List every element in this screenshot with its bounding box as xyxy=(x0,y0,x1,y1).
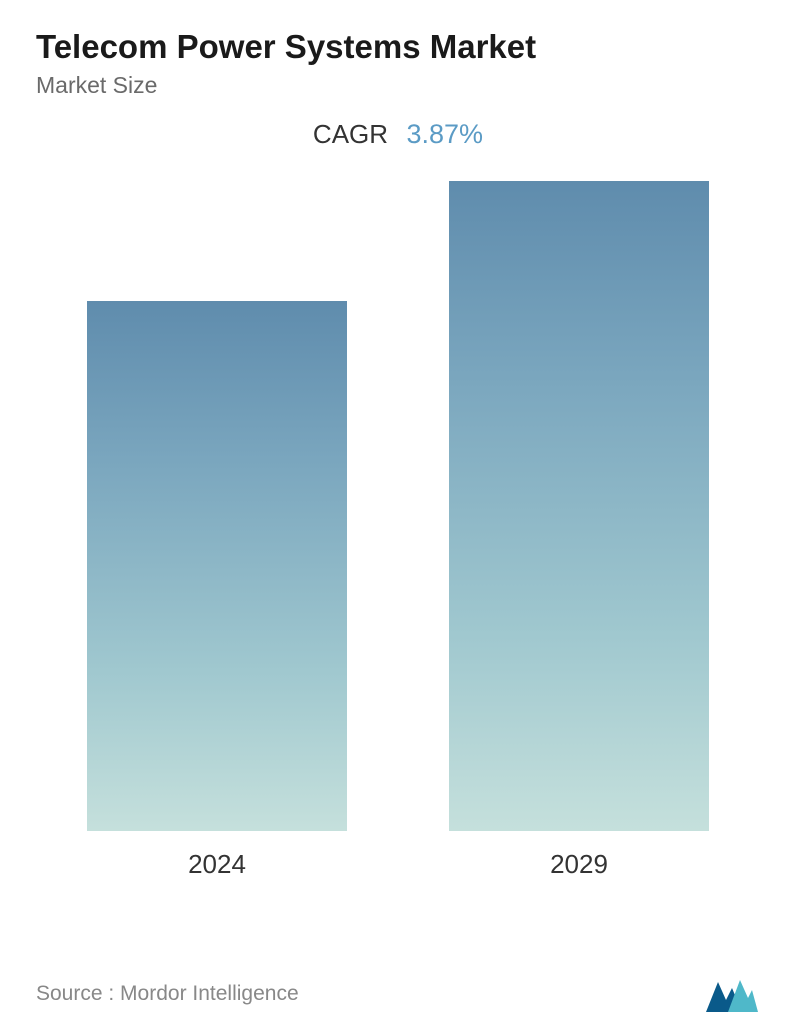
bar-group-2029: 2029 xyxy=(449,181,709,880)
footer: Source : Mordor Intelligence xyxy=(36,974,760,1014)
mordor-logo-icon xyxy=(704,974,760,1014)
bar-chart: 2024 2029 xyxy=(66,180,730,880)
bar-2029 xyxy=(449,181,709,831)
bar-2024 xyxy=(87,301,347,831)
cagr-row: CAGR 3.87% xyxy=(36,119,760,150)
bar-group-2024: 2024 xyxy=(87,301,347,880)
cagr-label: CAGR xyxy=(313,119,388,150)
chart-subtitle: Market Size xyxy=(36,72,760,99)
cagr-value: 3.87% xyxy=(407,119,484,150)
bar-label-2024: 2024 xyxy=(188,849,246,880)
bar-label-2029: 2029 xyxy=(550,849,608,880)
chart-title: Telecom Power Systems Market xyxy=(36,28,760,66)
source-text: Source : Mordor Intelligence xyxy=(36,982,299,1006)
